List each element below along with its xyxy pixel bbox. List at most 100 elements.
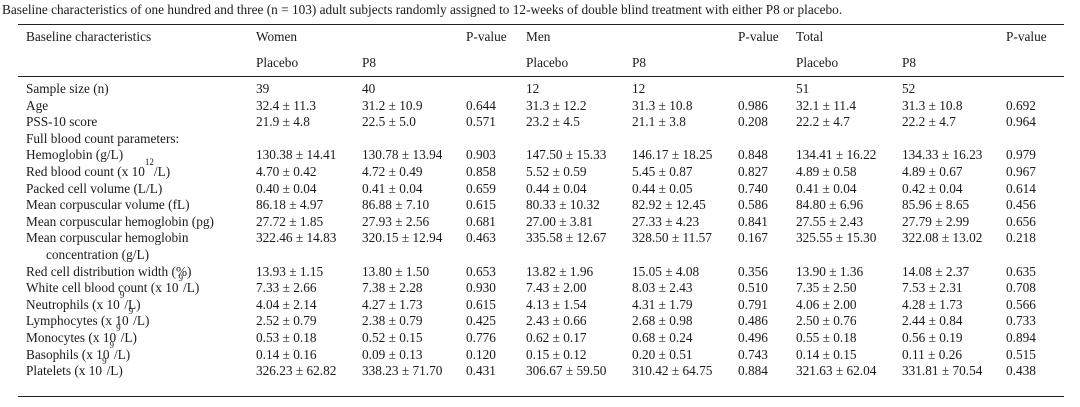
cell-t8: 0.56 ± 0.19 xyxy=(902,330,963,345)
cell-tpv: 0.456 xyxy=(1006,197,1036,213)
cell-mp: 4.13 ± 1.54 xyxy=(526,296,587,312)
cell-wpv: 0.776 xyxy=(466,330,496,345)
cell-mp: 0.15 ± 0.12 xyxy=(526,346,587,362)
row-label: Basophils (x 109/L) xyxy=(26,339,131,362)
row-label: Platelets (x 109/L) xyxy=(26,356,123,379)
cell-t8: 14.08 ± 2.37 xyxy=(902,263,970,279)
cell-tpv: 0.692 xyxy=(1006,97,1036,113)
cell-wp: 0.40 ± 0.04 xyxy=(256,180,317,196)
cell-w8: 130.78 ± 13.94 xyxy=(362,147,443,163)
cell-mpv: 0.486 xyxy=(738,313,768,329)
cell-w8: 31.2 ± 10.9 xyxy=(362,97,423,113)
cell-tpv: 0.894 xyxy=(1006,330,1036,345)
cell-wp: 7.33 ± 2.66 xyxy=(256,280,317,296)
table-caption: Baseline characteristics of one hundred … xyxy=(2,2,843,17)
row-label: Mean corpuscular hemoglobin (pg) xyxy=(26,213,214,229)
cell-w8: 320.15 ± 12.94 xyxy=(362,230,443,246)
cell-wpv: 0.431 xyxy=(466,363,496,379)
cell-tp: 321.63 ± 62.04 xyxy=(796,363,877,379)
cell-tp: 325.55 ± 15.30 xyxy=(796,230,877,246)
header-total-p8: P8 xyxy=(902,55,917,70)
cell-wp: 0.14 ± 0.16 xyxy=(256,346,317,362)
header-baseline-characteristics: Baseline characteristics xyxy=(26,29,152,44)
cell-wp: 39 xyxy=(256,81,270,96)
row-label-continuation: concentration (g/L) xyxy=(46,247,150,262)
cell-wpv: 0.571 xyxy=(466,114,496,130)
cell-mpv: 0.841 xyxy=(738,213,768,229)
cell-wp: 27.72 ± 1.85 xyxy=(256,213,324,229)
cell-t8: 22.2 ± 4.7 xyxy=(902,114,956,130)
cell-tp: 134.41 ± 16.22 xyxy=(796,147,877,163)
cell-m8: 0.44 ± 0.05 xyxy=(632,180,693,196)
row-label: Mean corpuscular hemoglobin xyxy=(26,230,189,246)
cell-t8: 31.3 ± 10.8 xyxy=(902,97,963,113)
header-men-pvalue: P-value xyxy=(738,29,779,44)
row-label: Red cell distribution width (%) xyxy=(26,263,192,279)
cell-m8: 12 xyxy=(632,81,646,96)
cell-t8: 322.08 ± 13.02 xyxy=(902,230,983,246)
header-total-pvalue: P-value xyxy=(1006,29,1047,44)
cell-t8: 331.81 ± 70.54 xyxy=(902,363,983,379)
header-women-placebo: Placebo xyxy=(256,55,299,70)
row-label: Monocytes (x 109/L) xyxy=(26,323,137,346)
cell-tp: 51 xyxy=(796,81,810,96)
cell-mpv: 0.986 xyxy=(738,97,768,113)
header-men-placebo: Placebo xyxy=(526,55,569,70)
cell-mpv: 0.743 xyxy=(738,346,768,362)
cell-tpv: 0.964 xyxy=(1006,114,1036,130)
row-label: Hemoglobin (g/L) xyxy=(26,147,124,163)
cell-tpv: 0.218 xyxy=(1006,230,1036,246)
cell-t8: 0.42 ± 0.04 xyxy=(902,180,963,196)
cell-tp: 4.89 ± 0.58 xyxy=(796,164,857,179)
header-women-pvalue: P-value xyxy=(466,29,507,44)
cell-tpv: 0.635 xyxy=(1006,263,1036,279)
cell-mpv: 0.848 xyxy=(738,147,768,163)
cell-w8: 0.41 ± 0.04 xyxy=(362,180,423,196)
header-women: Women xyxy=(256,29,298,44)
header-men: Men xyxy=(526,29,551,44)
cell-m8: 5.45 ± 0.87 xyxy=(632,164,693,179)
cell-t8: 52 xyxy=(902,81,916,96)
bottom-rule xyxy=(18,396,1064,397)
top-rule xyxy=(18,24,1064,25)
cell-tp: 32.1 ± 11.4 xyxy=(796,97,856,113)
cell-mp: 12 xyxy=(526,81,540,96)
cell-m8: 4.31 ± 1.79 xyxy=(632,296,693,312)
cell-wpv: 0.653 xyxy=(466,263,496,279)
cell-tpv: 0.656 xyxy=(1006,213,1036,229)
cell-m8: 0.68 ± 0.24 xyxy=(632,330,693,345)
row-label: PSS-10 score xyxy=(26,114,98,130)
cell-wp: 322.46 ± 14.83 xyxy=(256,230,337,246)
cell-mpv: 0.884 xyxy=(738,363,768,379)
cell-t8: 0.11 ± 0.26 xyxy=(902,346,962,362)
cell-m8: 328.50 ± 11.57 xyxy=(632,230,712,246)
cell-t8: 4.89 ± 0.67 xyxy=(902,164,963,179)
cell-m8: 21.1 ± 3.8 xyxy=(632,114,686,130)
cell-tp: 7.35 ± 2.50 xyxy=(796,280,857,296)
row-label: Age xyxy=(26,97,49,113)
cell-t8: 4.28 ± 1.73 xyxy=(902,296,963,312)
cell-wpv: 0.858 xyxy=(466,164,496,179)
row-label: Lymphocytes (x 109/L) xyxy=(26,306,150,329)
cell-m8: 146.17 ± 18.25 xyxy=(632,147,713,163)
cell-mpv: 0.356 xyxy=(738,263,768,279)
cell-wpv: 0.659 xyxy=(466,180,496,196)
header-rule xyxy=(18,76,1064,77)
cell-wp: 2.52 ± 0.79 xyxy=(256,313,317,329)
cell-w8: 27.93 ± 2.56 xyxy=(362,213,430,229)
row-label: White cell blood count (x 109/L) xyxy=(26,273,200,296)
cell-mp: 27.00 ± 3.81 xyxy=(526,213,594,229)
cell-w8: 338.23 ± 71.70 xyxy=(362,363,443,379)
cell-mpv: 0.167 xyxy=(738,230,768,246)
row-label: Full blood count parameters: xyxy=(26,130,180,146)
row-label: Red blood count (x 1012/L) xyxy=(26,157,171,180)
cell-wpv: 0.425 xyxy=(466,313,496,329)
cell-wpv: 0.930 xyxy=(466,280,496,296)
cell-mp: 31.3 ± 12.2 xyxy=(526,97,587,113)
cell-m8: 31.3 ± 10.8 xyxy=(632,97,693,113)
cell-w8: 7.38 ± 2.28 xyxy=(362,280,423,296)
cell-wp: 32.4 ± 11.3 xyxy=(256,97,316,113)
cell-w8: 2.38 ± 0.79 xyxy=(362,313,423,329)
cell-wpv: 0.615 xyxy=(466,197,496,213)
cell-m8: 82.92 ± 12.45 xyxy=(632,197,706,213)
